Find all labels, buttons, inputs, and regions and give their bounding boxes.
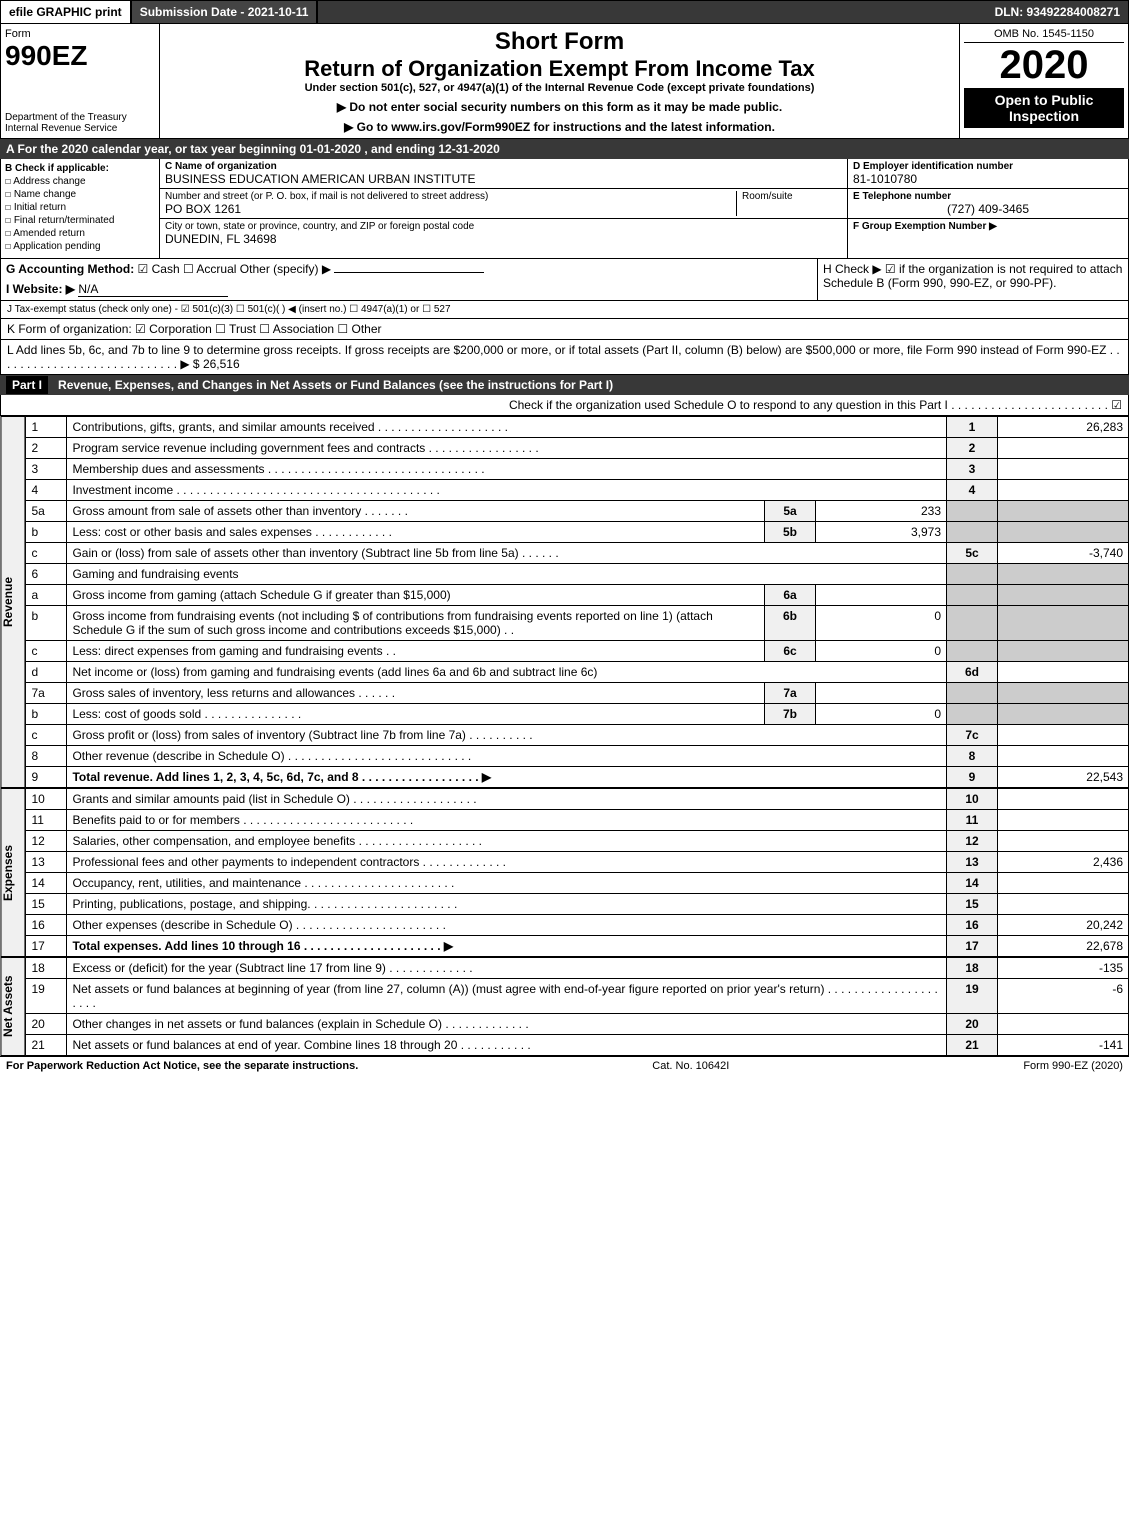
table-row: 15Printing, publications, postage, and s… (26, 894, 1129, 915)
table-row: aGross income from gaming (attach Schedu… (26, 585, 1129, 606)
e-phone-label: E Telephone number (853, 191, 1123, 202)
topbar: efile GRAPHIC print Submission Date - 20… (0, 0, 1129, 24)
table-row: 9Total revenue. Add lines 1, 2, 3, 4, 5c… (26, 767, 1129, 788)
g-other-input[interactable] (334, 272, 484, 273)
table-row: 20Other changes in net assets or fund ba… (26, 1014, 1129, 1035)
under-section-text: Under section 501(c), 527, or 4947(a)(1)… (164, 82, 955, 94)
form-label: Form (5, 28, 155, 40)
table-row: 12Salaries, other compensation, and empl… (26, 831, 1129, 852)
efile-print-button[interactable]: efile GRAPHIC print (1, 1, 132, 23)
expenses-table: 10Grants and similar amounts paid (list … (25, 788, 1129, 957)
dln-label: DLN: 93492284008271 (987, 1, 1128, 23)
table-row: bLess: cost of goods sold . . . . . . . … (26, 704, 1129, 725)
street-value: PO BOX 1261 (165, 202, 736, 216)
table-row: dNet income or (loss) from gaming and fu… (26, 662, 1129, 683)
table-row: cGross profit or (loss) from sales of in… (26, 725, 1129, 746)
tax-year: 2020 (964, 43, 1124, 88)
city-label: City or town, state or province, country… (165, 221, 842, 232)
return-title: Return of Organization Exempt From Incom… (164, 56, 955, 82)
page-footer: For Paperwork Reduction Act Notice, see … (0, 1056, 1129, 1075)
org-name: BUSINESS EDUCATION AMERICAN URBAN INSTIT… (165, 172, 842, 186)
j-tax-exempt: J Tax-exempt status (check only one) - ☑… (0, 301, 1129, 319)
i-website-label: I Website: ▶ (6, 282, 75, 296)
checkbox-amended-return[interactable]: ☐ Amended return (5, 228, 155, 239)
g-cash-checkbox[interactable]: ☑ Cash (138, 262, 180, 276)
part-i-title: Revenue, Expenses, and Changes in Net As… (58, 378, 613, 392)
table-row: cGain or (loss) from sale of assets othe… (26, 543, 1129, 564)
table-row: 2Program service revenue including gover… (26, 438, 1129, 459)
table-row: 3Membership dues and assessments . . . .… (26, 459, 1129, 480)
g-accrual-checkbox[interactable]: ☐ Accrual (183, 262, 236, 276)
part-i-check-o: Check if the organization used Schedule … (0, 395, 1129, 416)
table-row: 4Investment income . . . . . . . . . . .… (26, 480, 1129, 501)
table-row: 8Other revenue (describe in Schedule O) … (26, 746, 1129, 767)
org-info-row: B Check if applicable: ☐ Address change … (0, 159, 1129, 259)
table-row: 14Occupancy, rent, utilities, and mainte… (26, 873, 1129, 894)
city-value: DUNEDIN, FL 34698 (165, 232, 842, 246)
checkbox-address-change[interactable]: ☐ Address change (5, 176, 155, 187)
table-row: 1Contributions, gifts, grants, and simil… (26, 417, 1129, 438)
table-row: 18Excess or (deficit) for the year (Subt… (26, 958, 1129, 979)
revenue-table: 1Contributions, gifts, grants, and simil… (25, 416, 1129, 788)
paperwork-notice: For Paperwork Reduction Act Notice, see … (6, 1060, 358, 1072)
checkbox-final-return[interactable]: ☐ Final return/terminated (5, 215, 155, 226)
net-assets-section-label: Net Assets (0, 957, 25, 1056)
checkbox-initial-return[interactable]: ☐ Initial return (5, 202, 155, 213)
phone-value: (727) 409-3465 (853, 202, 1123, 216)
table-row: bLess: cost or other basis and sales exp… (26, 522, 1129, 543)
ssn-notice: ▶ Do not enter social security numbers o… (164, 100, 955, 114)
form-header: Form 990EZ Department of the Treasury In… (0, 24, 1129, 139)
table-row: 11Benefits paid to or for members . . . … (26, 810, 1129, 831)
checkbox-name-change[interactable]: ☐ Name change (5, 189, 155, 200)
table-row: 19Net assets or fund balances at beginni… (26, 979, 1129, 1014)
c-org-name-label: C Name of organization (165, 161, 842, 172)
room-suite-label: Room/suite (736, 191, 842, 216)
g-other-label: Other (specify) ▶ (240, 262, 331, 276)
table-row: 13Professional fees and other payments t… (26, 852, 1129, 873)
table-row: 21Net assets or fund balances at end of … (26, 1035, 1129, 1056)
table-row: 6Gaming and fundraising events (26, 564, 1129, 585)
department-label: Department of the Treasury Internal Reve… (5, 112, 155, 134)
b-check-label: B Check if applicable: (5, 163, 155, 174)
table-row: 10Grants and similar amounts paid (list … (26, 789, 1129, 810)
checkbox-application-pending[interactable]: ☐ Application pending (5, 241, 155, 252)
website-value: N/A (78, 282, 228, 297)
checkbox-column: B Check if applicable: ☐ Address change … (1, 159, 160, 258)
ein-value: 81-1010780 (853, 172, 1123, 186)
form-footer-label: Form 990-EZ (2020) (1023, 1060, 1123, 1072)
table-row: 16Other expenses (describe in Schedule O… (26, 915, 1129, 936)
table-row: 7aGross sales of inventory, less returns… (26, 683, 1129, 704)
form-number: 990EZ (5, 40, 155, 72)
topbar-spacer (318, 1, 986, 23)
cat-number: Cat. No. 10642I (652, 1060, 729, 1072)
instructions-link[interactable]: ▶ Go to www.irs.gov/Form990EZ for instru… (164, 120, 955, 134)
d-ein-label: D Employer identification number (853, 161, 1123, 172)
f-group-label: F Group Exemption Number ▶ (853, 221, 1123, 232)
omb-number: OMB No. 1545-1150 (964, 28, 1124, 43)
l-gross-receipts: L Add lines 5b, 6c, and 7b to line 9 to … (0, 340, 1129, 375)
gh-row: G Accounting Method: ☑ Cash ☐ Accrual Ot… (0, 259, 1129, 301)
street-label: Number and street (or P. O. box, if mail… (165, 191, 736, 202)
short-form-title: Short Form (164, 28, 955, 56)
table-row: cLess: direct expenses from gaming and f… (26, 641, 1129, 662)
part-i-header: Part I Revenue, Expenses, and Changes in… (0, 375, 1129, 395)
submission-date-button[interactable]: Submission Date - 2021-10-11 (132, 1, 319, 23)
expenses-section-label: Expenses (0, 788, 25, 957)
open-public-badge: Open to Public Inspection (964, 88, 1124, 128)
revenue-section-label: Revenue (0, 416, 25, 788)
table-row: 17Total expenses. Add lines 10 through 1… (26, 936, 1129, 957)
g-accounting-label: G Accounting Method: (6, 262, 134, 276)
table-row: 5aGross amount from sale of assets other… (26, 501, 1129, 522)
net-assets-table: 18Excess or (deficit) for the year (Subt… (25, 957, 1129, 1056)
h-schedule-b: H Check ▶ ☑ if the organization is not r… (818, 259, 1128, 300)
k-form-org: K Form of organization: ☑ Corporation ☐ … (0, 319, 1129, 340)
table-row: bGross income from fundraising events (n… (26, 606, 1129, 641)
section-a-bar: A For the 2020 calendar year, or tax yea… (0, 139, 1129, 159)
